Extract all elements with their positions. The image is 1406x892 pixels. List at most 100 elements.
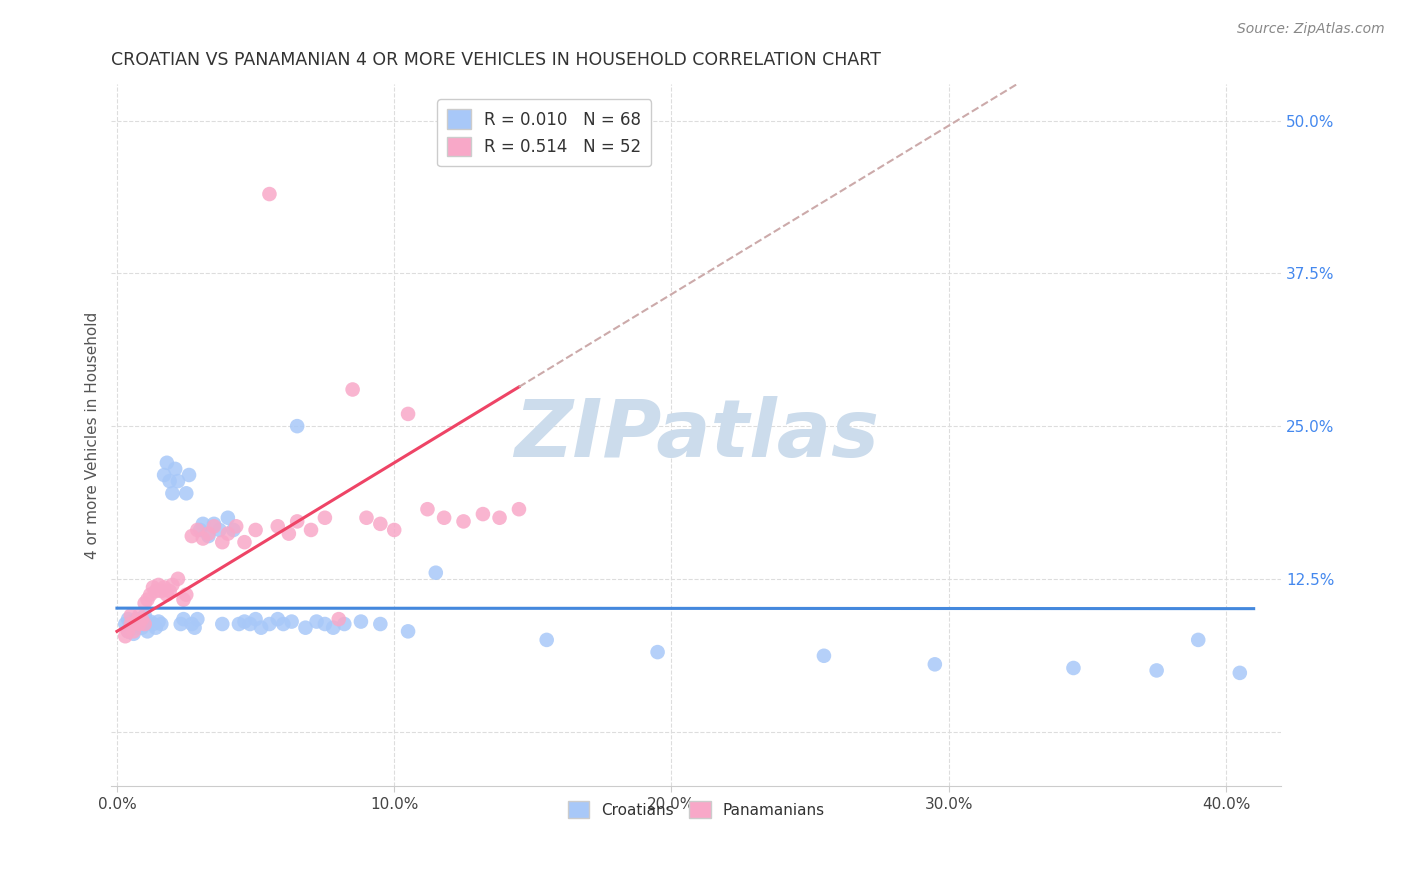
- Point: [120, 615, 142, 629]
- Point: [225, 519, 247, 533]
- Point: [197, 529, 219, 543]
- Point: [211, 617, 233, 632]
- Point: [183, 621, 205, 635]
- Point: [173, 612, 195, 626]
- Point: [162, 486, 184, 500]
- Point: [647, 645, 669, 659]
- Point: [177, 468, 200, 483]
- Point: [245, 523, 267, 537]
- Y-axis label: 4 or more Vehicles in Household: 4 or more Vehicles in Household: [86, 311, 100, 559]
- Point: [267, 612, 290, 626]
- Point: [280, 615, 302, 629]
- Point: [153, 580, 176, 594]
- Point: [396, 624, 419, 639]
- Point: [134, 608, 156, 623]
- Point: [174, 588, 197, 602]
- Point: [159, 584, 181, 599]
- Point: [239, 617, 262, 632]
- Point: [202, 519, 225, 533]
- Point: [167, 572, 190, 586]
- Point: [125, 621, 148, 635]
- Point: [1229, 665, 1251, 680]
- Point: [314, 617, 336, 632]
- Text: ZIPatlas: ZIPatlas: [515, 396, 879, 475]
- Point: [153, 468, 176, 483]
- Point: [173, 592, 195, 607]
- Point: [117, 624, 139, 639]
- Point: [1146, 664, 1168, 678]
- Point: [508, 502, 530, 516]
- Point: [170, 617, 193, 632]
- Point: [1187, 632, 1209, 647]
- Point: [322, 621, 344, 635]
- Point: [259, 187, 281, 202]
- Point: [202, 516, 225, 531]
- Point: [425, 566, 447, 580]
- Point: [222, 523, 245, 537]
- Point: [134, 596, 156, 610]
- Point: [416, 502, 439, 516]
- Point: [285, 419, 308, 434]
- Point: [370, 516, 392, 531]
- Point: [120, 617, 142, 632]
- Point: [305, 615, 328, 629]
- Point: [277, 526, 299, 541]
- Point: [128, 617, 150, 632]
- Point: [186, 612, 208, 626]
- Point: [188, 523, 211, 537]
- Point: [233, 615, 256, 629]
- Point: [356, 510, 378, 524]
- Point: [350, 615, 373, 629]
- Point: [120, 608, 142, 623]
- Legend: Croatians, Panamanians: Croatians, Panamanians: [561, 795, 831, 824]
- Point: [150, 584, 173, 599]
- Point: [174, 486, 197, 500]
- Point: [134, 617, 156, 632]
- Point: [191, 516, 214, 531]
- Point: [314, 510, 336, 524]
- Point: [186, 523, 208, 537]
- Point: [333, 617, 356, 632]
- Point: [122, 624, 145, 639]
- Point: [122, 627, 145, 641]
- Point: [217, 510, 239, 524]
- Point: [142, 580, 165, 594]
- Point: [120, 621, 142, 635]
- Point: [208, 523, 231, 537]
- Point: [267, 519, 290, 533]
- Point: [139, 588, 162, 602]
- Point: [191, 532, 214, 546]
- Point: [259, 617, 281, 632]
- Point: [245, 612, 267, 626]
- Point: [117, 612, 139, 626]
- Point: [228, 617, 250, 632]
- Point: [328, 612, 350, 626]
- Point: [813, 648, 835, 663]
- Text: Source: ZipAtlas.com: Source: ZipAtlas.com: [1237, 22, 1385, 37]
- Point: [396, 407, 419, 421]
- Point: [136, 624, 159, 639]
- Point: [285, 515, 308, 529]
- Point: [134, 617, 156, 632]
- Point: [128, 617, 150, 632]
- Point: [924, 657, 946, 672]
- Point: [114, 617, 136, 632]
- Point: [197, 526, 219, 541]
- Point: [382, 523, 405, 537]
- Point: [211, 535, 233, 549]
- Point: [122, 617, 145, 632]
- Point: [148, 615, 170, 629]
- Point: [471, 507, 494, 521]
- Point: [162, 578, 184, 592]
- Point: [433, 510, 456, 524]
- Point: [217, 526, 239, 541]
- Point: [167, 474, 190, 488]
- Text: CROATIAN VS PANAMANIAN 4 OR MORE VEHICLES IN HOUSEHOLD CORRELATION CHART: CROATIAN VS PANAMANIAN 4 OR MORE VEHICLE…: [111, 51, 882, 69]
- Point: [131, 612, 153, 626]
- Point: [148, 578, 170, 592]
- Point: [125, 612, 148, 626]
- Point: [342, 383, 364, 397]
- Point: [114, 629, 136, 643]
- Point: [136, 592, 159, 607]
- Point: [294, 621, 316, 635]
